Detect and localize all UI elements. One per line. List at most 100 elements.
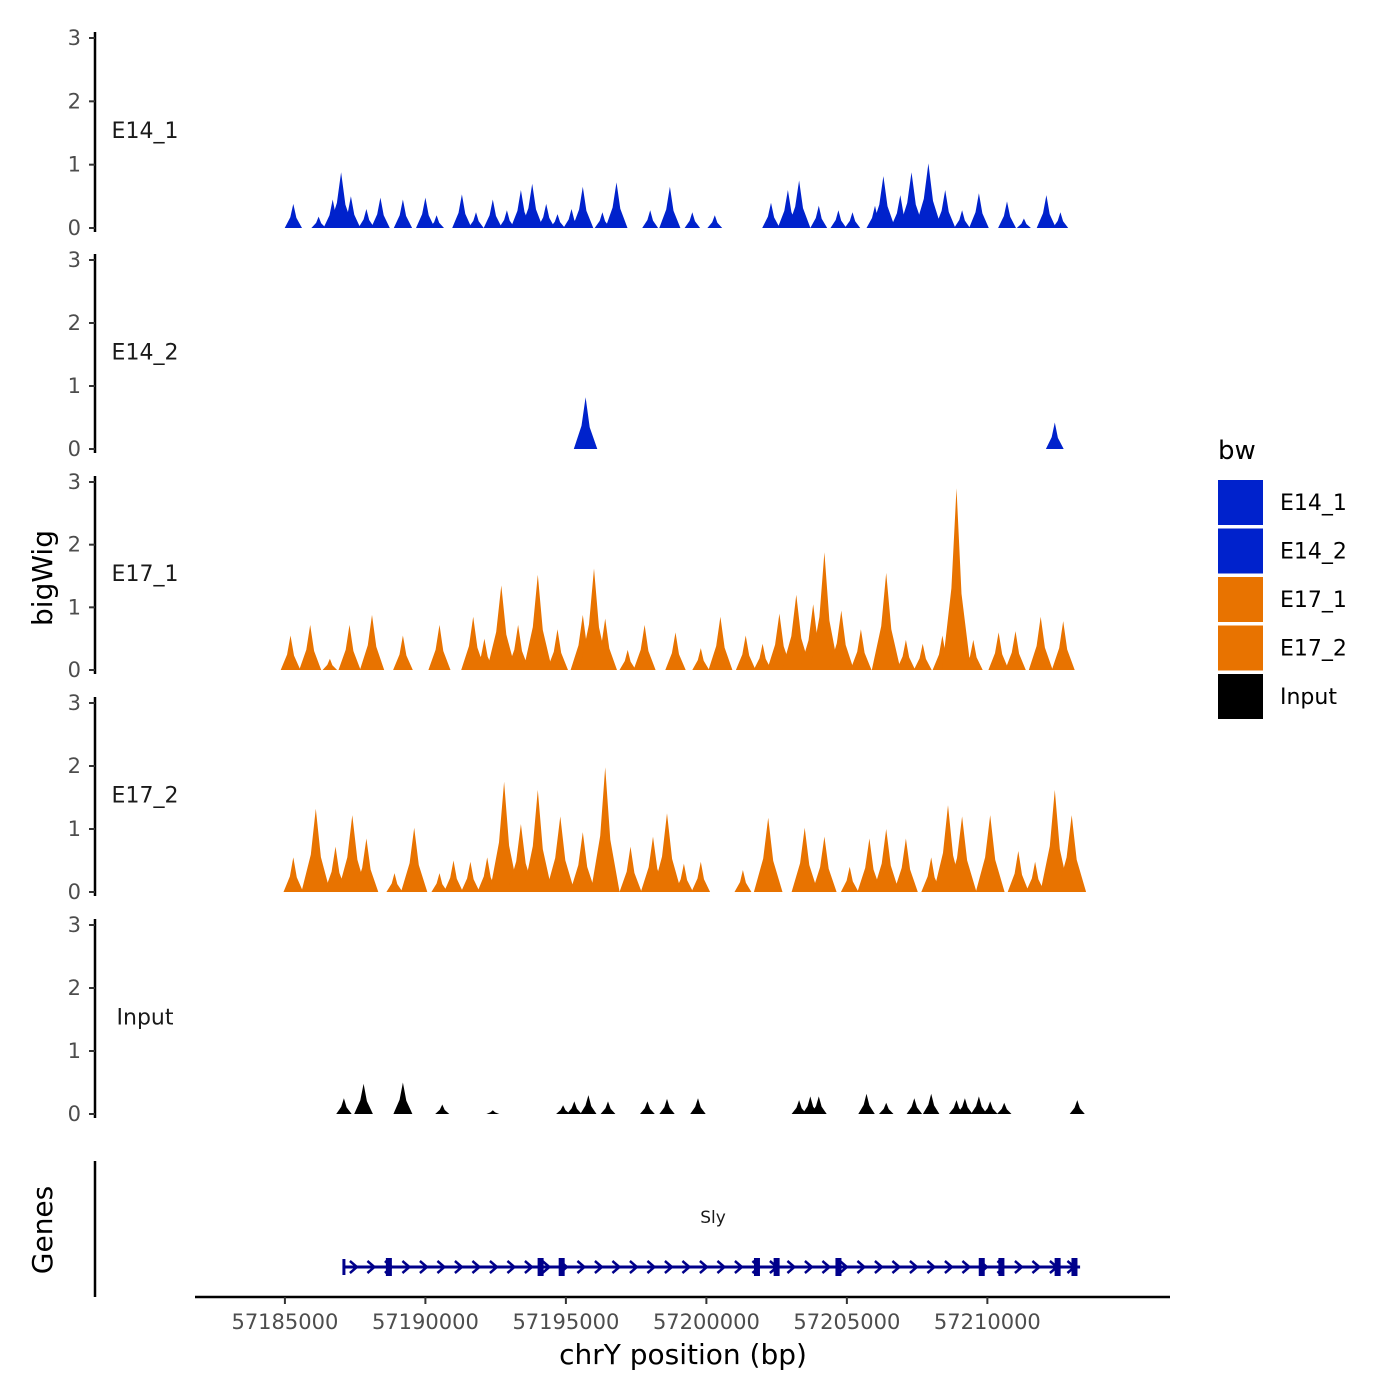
signal-peak	[556, 1105, 571, 1114]
signal-peak	[416, 197, 435, 228]
gene-exon	[558, 1258, 565, 1276]
track-label: E17_2	[112, 784, 179, 809]
strand-arrow	[646, 1260, 657, 1274]
signal-peak	[461, 616, 486, 670]
y-tick-label: 2	[68, 311, 81, 335]
signal-peak	[922, 1093, 940, 1114]
legend-label: Input	[1280, 685, 1337, 710]
track-label: Input	[117, 1006, 174, 1031]
signal-peak	[301, 808, 331, 892]
signal-peak	[691, 861, 711, 892]
signal-peak	[840, 866, 859, 892]
signal-peak	[1052, 212, 1069, 228]
track-e14-2: 0 1 2 3 E14_2	[68, 248, 1064, 461]
signal-peak	[1045, 422, 1064, 449]
y-tick-label: 1	[68, 1039, 81, 1063]
signal-peak	[858, 1093, 875, 1114]
strand-arrow	[366, 1260, 377, 1274]
y-tick-label: 0	[68, 658, 81, 682]
y-tick-label: 2	[68, 976, 81, 1000]
x-tick-label: 57190000	[372, 1310, 479, 1334]
signal-peak	[684, 212, 701, 228]
signal-peak	[328, 172, 354, 228]
signal-peak	[537, 203, 555, 228]
signal-peak	[997, 1102, 1012, 1114]
signal-peak	[781, 594, 811, 670]
signal-peak	[393, 1082, 413, 1114]
legend-swatch	[1218, 528, 1263, 574]
signal-peak	[358, 209, 375, 228]
signal-peak	[429, 215, 444, 228]
y-tick-label: 3	[68, 26, 81, 50]
signal-peak	[523, 574, 553, 670]
signal-peak	[787, 180, 811, 228]
signal-peak	[935, 190, 956, 228]
signal-peak	[964, 639, 983, 670]
strand-arrow	[471, 1260, 482, 1274]
signal-peak	[452, 194, 472, 228]
signal-peak	[322, 658, 338, 670]
signal-peak	[546, 629, 568, 670]
signal-peak	[735, 635, 756, 670]
signal-peak	[850, 629, 872, 670]
signal-peak	[593, 618, 617, 670]
signal-peak	[431, 873, 448, 892]
signal-peak	[812, 836, 837, 892]
signal-peak	[975, 815, 1005, 892]
x-tick-label: 57195000	[512, 1310, 619, 1334]
gene-exon	[773, 1258, 780, 1276]
signal-peak	[299, 624, 322, 670]
strand-arrow	[839, 1260, 849, 1274]
gene-exon	[1054, 1258, 1061, 1276]
signal-peak	[791, 1100, 807, 1114]
gene-exon	[978, 1258, 985, 1276]
strand-arrow	[891, 1260, 902, 1274]
strand-arrow	[541, 1260, 552, 1274]
signal-peak	[573, 397, 598, 449]
gene-exon	[537, 1258, 544, 1276]
strand-arrow	[821, 1260, 832, 1274]
signal-peak	[486, 1110, 500, 1114]
signal-peak	[913, 643, 932, 670]
signal-peak	[1069, 1100, 1085, 1114]
y-tick-label: 1	[68, 153, 81, 177]
y-tick-label: 1	[68, 595, 81, 619]
signal-peak	[580, 1095, 597, 1114]
signal-peak	[371, 197, 390, 228]
strand-arrow	[401, 1260, 412, 1274]
signal-peak	[879, 1102, 894, 1114]
signal-peak	[642, 210, 659, 228]
y-tick-label: 2	[68, 533, 81, 557]
gene-exon	[998, 1258, 1005, 1276]
x-tick-label: 57200000	[653, 1310, 760, 1334]
signal-peak	[707, 215, 723, 228]
strand-arrow	[874, 1260, 884, 1274]
gene-name-label: Sly	[700, 1208, 726, 1228]
signal-peak	[461, 861, 480, 892]
x-tick-label: 57185000	[231, 1310, 338, 1334]
signal-peak	[341, 196, 361, 228]
legend-label: E17_2	[1280, 637, 1347, 662]
signal-peak	[498, 210, 515, 228]
track-e17-2: 0 1 2 3 E17_2	[68, 691, 1087, 904]
signal-peak	[393, 199, 413, 228]
signal-peak	[486, 585, 516, 670]
signal-peak	[600, 1101, 616, 1114]
signal-peak	[354, 838, 379, 892]
signal-peak	[810, 552, 839, 670]
strand-arrow	[506, 1260, 517, 1274]
gene-exon	[1071, 1258, 1078, 1276]
signal-peak	[906, 1098, 923, 1114]
y-tick-label: 1	[68, 817, 81, 841]
signal-peak	[507, 624, 530, 670]
y-tick-label: 3	[68, 913, 81, 937]
signal-peak	[284, 203, 302, 228]
y-tick-label: 3	[68, 470, 81, 494]
y-tick-label: 0	[68, 880, 81, 904]
signal-peak	[674, 863, 694, 892]
signal-peak	[359, 614, 385, 670]
track-input: 0 1 2 3 Input	[68, 913, 1085, 1126]
signal-peak	[873, 829, 900, 892]
signal-peak	[1057, 815, 1087, 892]
